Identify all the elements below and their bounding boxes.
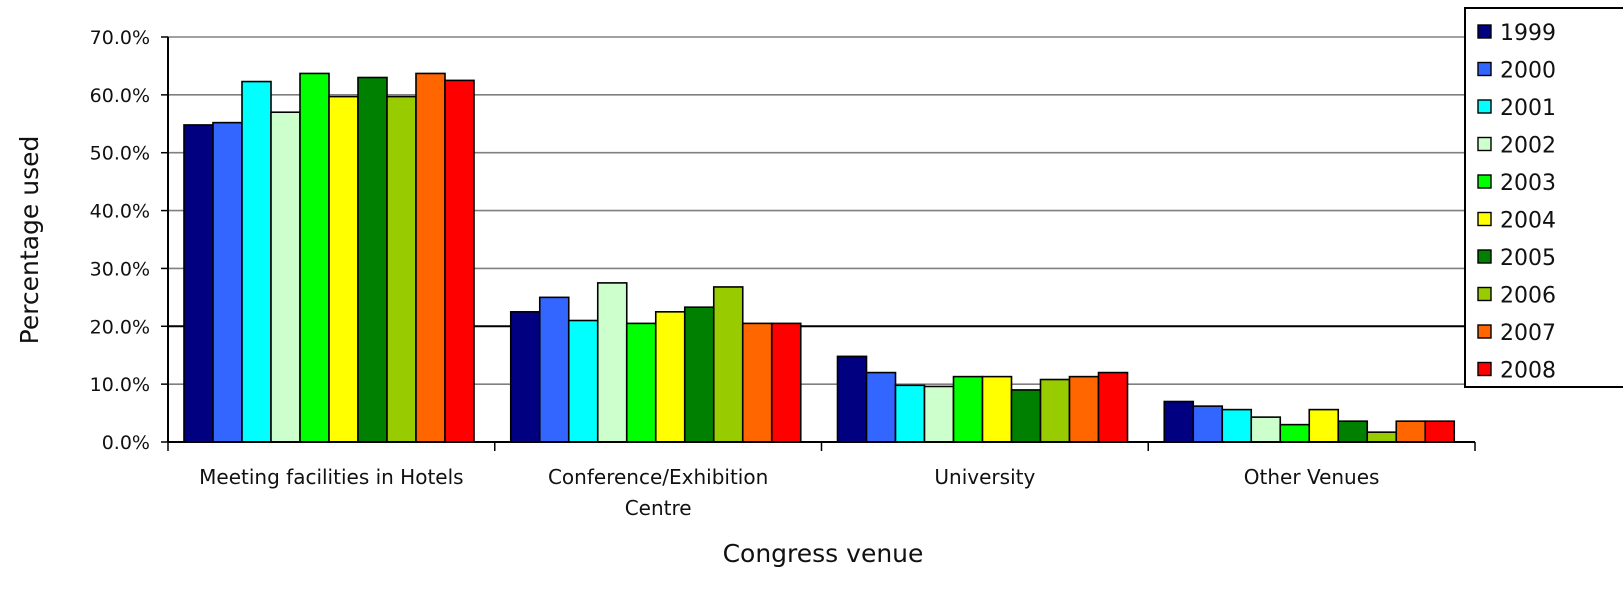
bar-2004: [981, 375, 1013, 443]
bar-2001: [1221, 408, 1253, 443]
legend-swatch-2002: [1477, 136, 1492, 152]
bar-2008: [770, 322, 802, 443]
x-tick-label: Centre: [625, 496, 692, 520]
legend-label-2004: 2004: [1500, 209, 1556, 234]
bar-2005: [357, 76, 388, 443]
legend-swatch-2007: [1477, 324, 1492, 339]
legend-swatch-2004: [1477, 211, 1492, 227]
x-axis-title: Congress venue: [723, 539, 924, 568]
legend-swatch-2003: [1477, 174, 1492, 189]
bar-2008: [1097, 371, 1129, 443]
bar-2005: [683, 306, 715, 443]
bar-2006: [1366, 431, 1398, 443]
bars: [183, 72, 1456, 443]
bar-2002: [1250, 416, 1282, 443]
legend-label-2007: 2007: [1500, 321, 1556, 346]
bar-2008: [444, 79, 475, 443]
legend-swatch-1999: [1477, 24, 1492, 39]
bar-2007: [741, 322, 773, 443]
bar-2006: [386, 95, 417, 443]
x-tick-labels: Meeting facilities in Hotels Conference/E…: [199, 465, 1379, 520]
x-tick-label: Meeting facilities in Hotels: [199, 465, 463, 489]
bar-2006: [712, 286, 744, 443]
bar-1999: [509, 311, 541, 443]
legend-swatch-2006: [1477, 286, 1492, 302]
legend-label-2003: 2003: [1500, 171, 1556, 196]
legend-label-2006: 2006: [1500, 284, 1556, 309]
bar-2005: [1337, 420, 1369, 443]
legend: 1999 2000 2001 2002 2003 2004 2005 2006 2007 2008: [1464, 7, 1623, 388]
bar-2002: [270, 111, 301, 443]
bar-2002: [596, 282, 628, 443]
x-tick-label: University: [934, 465, 1035, 489]
bar-2007: [1068, 375, 1100, 443]
y-tick-label: 50.0%: [90, 143, 150, 165]
x-tick-label: Conference/Exhibition: [548, 465, 768, 489]
y-tick-label: 0.0%: [102, 432, 150, 454]
legend-label-2002: 2002: [1500, 134, 1556, 159]
bar-2000: [865, 371, 897, 443]
bar-1999: [183, 124, 214, 443]
legend-label-2008: 2008: [1500, 359, 1556, 384]
bar-2003: [299, 72, 330, 443]
bar-2000: [538, 296, 570, 443]
bar-2004: [1308, 408, 1340, 443]
bar-2003: [952, 375, 984, 443]
legend-swatch-2005: [1477, 249, 1492, 264]
bar-2001: [567, 319, 599, 443]
x-tick-label: Other Venues: [1244, 465, 1380, 489]
bar-2000: [212, 121, 243, 443]
bar-2004: [328, 95, 359, 443]
bar-2003: [1279, 423, 1311, 443]
legend-swatch-2000: [1477, 61, 1492, 77]
bar-2004: [654, 311, 686, 443]
bar-2001: [241, 80, 272, 443]
legend-swatch-2008: [1477, 361, 1492, 377]
y-axis-title: Percentage used: [15, 136, 44, 345]
axes: [161, 36, 1476, 451]
bar-1999: [836, 355, 868, 443]
bar-1999: [1163, 400, 1195, 443]
y-tick-label: 20.0%: [90, 316, 150, 338]
bar-2006: [1039, 378, 1071, 443]
bar-2001: [894, 384, 926, 443]
legend-label-2000: 2000: [1500, 59, 1556, 84]
bar-2007: [1395, 420, 1427, 443]
legend-label-2001: 2001: [1500, 96, 1556, 121]
y-tick-label: 60.0%: [90, 85, 150, 107]
y-tick-labels: 0.0% 10.0% 20.0% 30.0% 40.0% 50.0% 60.0% 70.0%: [90, 27, 150, 454]
y-tick-label: 40.0%: [90, 201, 150, 223]
bar-2007: [415, 72, 446, 443]
bar-2002: [923, 385, 955, 443]
legend-label-2005: 2005: [1500, 246, 1556, 271]
bar-2003: [625, 322, 657, 443]
y-tick-label: 10.0%: [90, 374, 150, 396]
bar-2008: [1424, 420, 1456, 443]
legend-swatch-2001: [1477, 99, 1492, 114]
bar-2000: [1192, 405, 1224, 443]
bar-2005: [1010, 389, 1042, 443]
legend-label-1999: 1999: [1500, 21, 1556, 46]
y-tick-label: 30.0%: [90, 258, 150, 280]
y-tick-label: 70.0%: [90, 27, 150, 49]
